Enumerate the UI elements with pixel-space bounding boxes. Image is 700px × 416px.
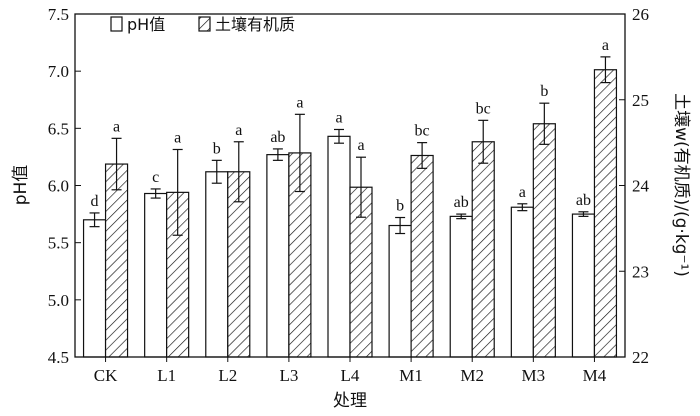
significance-label: a bbox=[296, 94, 303, 111]
y-right-tick-label: 23 bbox=[632, 262, 649, 281]
significance-label: ab bbox=[454, 194, 469, 211]
legend-swatch-ph bbox=[110, 16, 123, 32]
y-left-tick-label: 7.5 bbox=[48, 5, 69, 24]
bar-ph-m3 bbox=[510, 206, 534, 358]
y-left-tick-label: 4.5 bbox=[48, 348, 69, 367]
bar-ph-m1 bbox=[388, 224, 412, 358]
text-layer: daCKcaL1baL2abaL3aaL4bbcM1abbcM2abM3abaM… bbox=[11, 5, 692, 411]
significance-label: ab bbox=[270, 129, 285, 146]
bar-ph-l1 bbox=[144, 192, 168, 358]
significance-label: a bbox=[174, 129, 181, 146]
x-tick-label: L4 bbox=[341, 366, 360, 385]
bar-ph-m2 bbox=[449, 215, 473, 358]
y-left-tick-label: 7.0 bbox=[48, 62, 69, 81]
significance-label: b bbox=[213, 140, 221, 157]
bar-ph-ck bbox=[82, 219, 107, 358]
x-tick-label: CK bbox=[94, 366, 118, 385]
bar-organic-m3 bbox=[532, 123, 556, 358]
significance-label: a bbox=[335, 109, 342, 126]
y-right-axis-title: 土壤w(有机质)/(g·kg⁻¹) bbox=[671, 93, 692, 277]
bar-organic-m4 bbox=[593, 69, 618, 358]
bar-organic-m1 bbox=[410, 154, 434, 358]
x-axis-title: 处理 bbox=[333, 391, 367, 411]
significance-label: a bbox=[235, 122, 242, 139]
legend-swatch-organic bbox=[198, 16, 211, 32]
bar-ph-l4 bbox=[327, 135, 351, 358]
legend-label-ph: pH值 bbox=[127, 15, 165, 34]
bar-organic-ck bbox=[104, 163, 129, 358]
y-right-tick-label: 22 bbox=[632, 348, 649, 367]
significance-label: bc bbox=[476, 100, 491, 117]
x-tick-label: M4 bbox=[583, 366, 607, 385]
y-right-tick-label: 24 bbox=[632, 177, 650, 196]
significance-label: a bbox=[357, 137, 364, 154]
significance-label: a bbox=[519, 184, 526, 201]
significance-label: d bbox=[91, 193, 99, 210]
significance-label: a bbox=[113, 118, 120, 135]
significance-label: c bbox=[152, 169, 159, 186]
axes-layer bbox=[74, 13, 626, 362]
y-left-tick-label: 6.5 bbox=[48, 119, 69, 138]
x-tick-label: L3 bbox=[279, 366, 298, 385]
x-tick-label: L2 bbox=[218, 366, 237, 385]
y-left-tick-label: 6.0 bbox=[48, 177, 69, 196]
y-left-tick-label: 5.0 bbox=[48, 291, 69, 310]
bar-ph-m4 bbox=[571, 213, 596, 358]
significance-label: a bbox=[602, 37, 609, 54]
bars-layer bbox=[82, 56, 618, 358]
y-right-tick-label: 26 bbox=[632, 5, 649, 24]
x-tick-label: M1 bbox=[399, 366, 423, 385]
legend-label-organic: 土壤有机质 bbox=[215, 15, 295, 34]
y-left-tick-label: 5.5 bbox=[48, 234, 69, 253]
significance-label: bc bbox=[415, 123, 430, 140]
y-left-axis-title: pH值 bbox=[11, 165, 31, 206]
significance-label: b bbox=[396, 198, 404, 215]
significance-label: ab bbox=[576, 192, 591, 209]
x-tick-label: M3 bbox=[522, 366, 546, 385]
y-right-tick-label: 25 bbox=[632, 91, 649, 110]
significance-label: b bbox=[540, 83, 548, 100]
x-tick-label: M2 bbox=[460, 366, 484, 385]
x-tick-label: L1 bbox=[157, 366, 176, 385]
bar-ph-l3 bbox=[266, 154, 290, 358]
bar-organic-m2 bbox=[471, 141, 495, 358]
bar-ph-l2 bbox=[205, 171, 229, 358]
